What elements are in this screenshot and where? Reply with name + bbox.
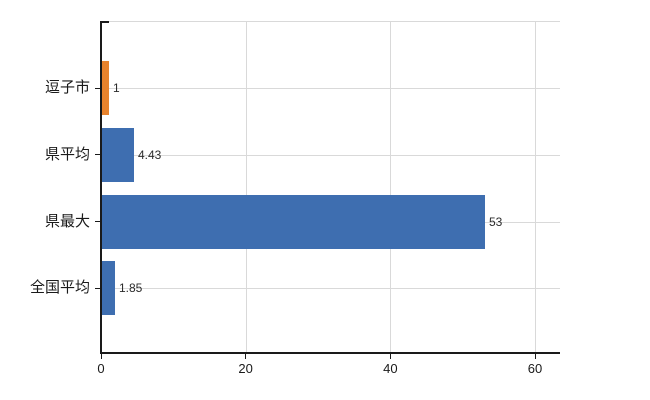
bar bbox=[102, 261, 115, 316]
x-tick-label: 40 bbox=[383, 361, 398, 376]
bar bbox=[102, 194, 485, 249]
x-tick-label: 20 bbox=[238, 361, 253, 376]
bar-value-label: 1.85 bbox=[119, 281, 143, 296]
category-label: 全国平均 bbox=[29, 279, 90, 297]
plot-top-border bbox=[101, 21, 560, 22]
grid-line-vertical bbox=[535, 22, 536, 352]
x-tick bbox=[245, 352, 247, 359]
category-label: 県平均 bbox=[44, 145, 90, 163]
grid-line-horizontal bbox=[101, 88, 560, 89]
grid-line-vertical bbox=[245, 22, 247, 352]
grid-line-vertical bbox=[390, 22, 392, 352]
x-tick bbox=[389, 352, 391, 359]
x-tick-label: 60 bbox=[527, 361, 543, 376]
y-axis-line bbox=[100, 21, 102, 352]
bar-value-label: 1 bbox=[113, 81, 120, 95]
x-tick bbox=[100, 352, 102, 359]
y-tick bbox=[95, 221, 101, 222]
grid-line-horizontal bbox=[101, 288, 560, 290]
x-tick-label: 0 bbox=[97, 361, 105, 376]
y-tick bbox=[95, 287, 101, 289]
y-tick bbox=[95, 154, 101, 156]
x-axis-line bbox=[100, 352, 560, 354]
bar-value-label: 53 bbox=[489, 214, 503, 229]
y-axis-top-cap bbox=[100, 21, 109, 23]
x-tick bbox=[534, 352, 536, 359]
bar-value-label: 4.43 bbox=[138, 147, 162, 162]
bar bbox=[102, 127, 134, 182]
y-tick bbox=[95, 87, 101, 89]
grid-line-horizontal bbox=[101, 154, 560, 156]
category-label: 県最大 bbox=[44, 212, 90, 230]
bar bbox=[102, 61, 109, 115]
category-label: 逗子市 bbox=[44, 79, 90, 96]
